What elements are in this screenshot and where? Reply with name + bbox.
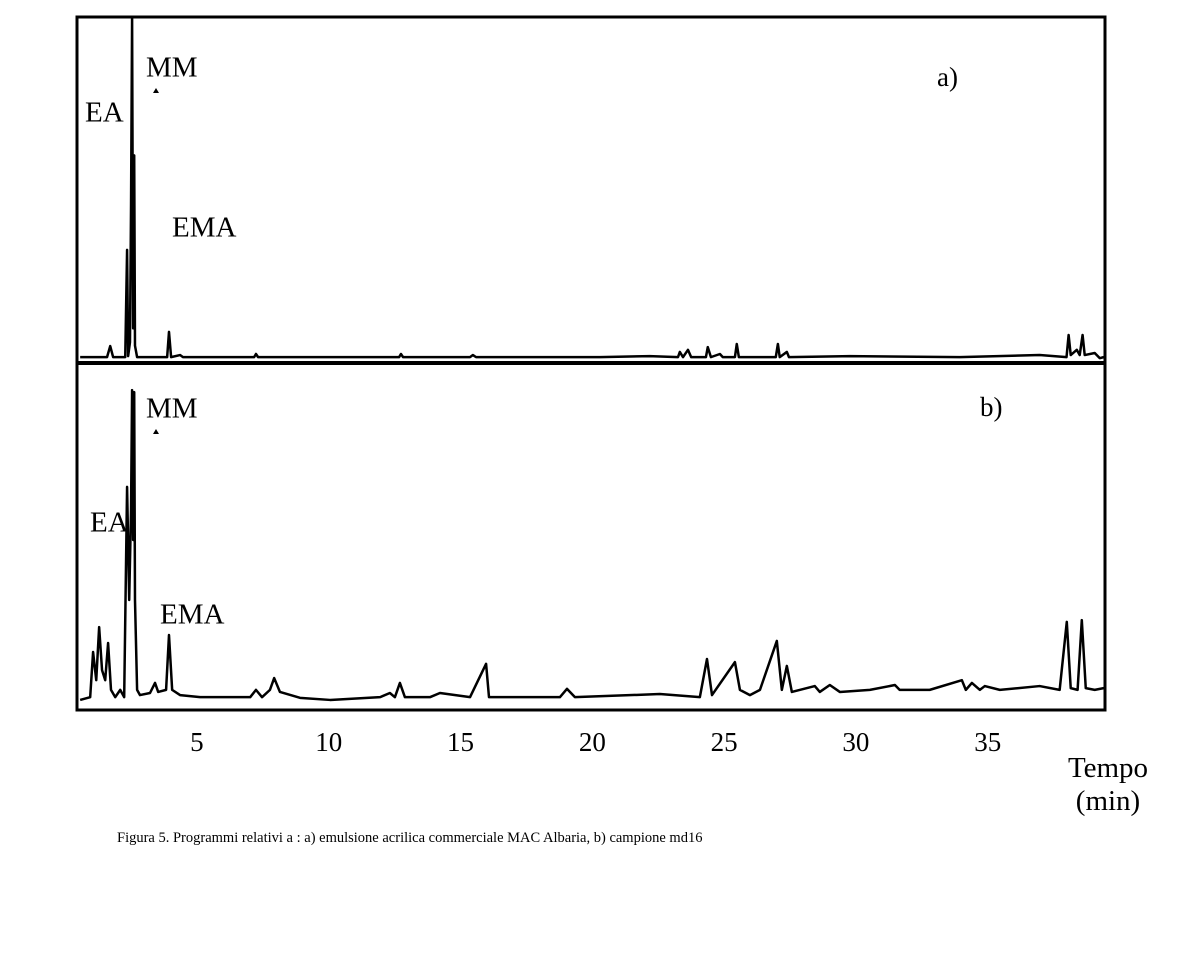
marker	[153, 88, 159, 93]
peak-annotation: MM	[146, 393, 198, 425]
marker	[153, 429, 159, 434]
panel-label: a)	[937, 62, 958, 92]
x-axis-label: Tempo (min)	[1067, 752, 1149, 817]
caption: Figura 5. Programmi relativi a : a) emul…	[117, 830, 703, 846]
chromatogram-line	[79, 388, 1104, 702]
x-tick-label: 35	[974, 727, 1001, 757]
chromatogram-line	[80, 15, 1104, 360]
x-tick-label: 15	[447, 727, 474, 757]
x-tick-label: 25	[711, 727, 738, 757]
peak-annotation: EA	[90, 507, 129, 539]
panel-label: b)	[980, 392, 1003, 422]
peak-annotation: EMA	[160, 599, 225, 631]
x-tick-label: 10	[315, 727, 342, 757]
peak-annotation: MM	[146, 52, 198, 84]
x-tick-label: 30	[842, 727, 869, 757]
peak-annotation: EMA	[172, 212, 237, 244]
peak-annotation: EA	[85, 97, 124, 129]
x-tick-label: 5	[190, 727, 204, 757]
x-tick-label: 20	[579, 727, 606, 757]
